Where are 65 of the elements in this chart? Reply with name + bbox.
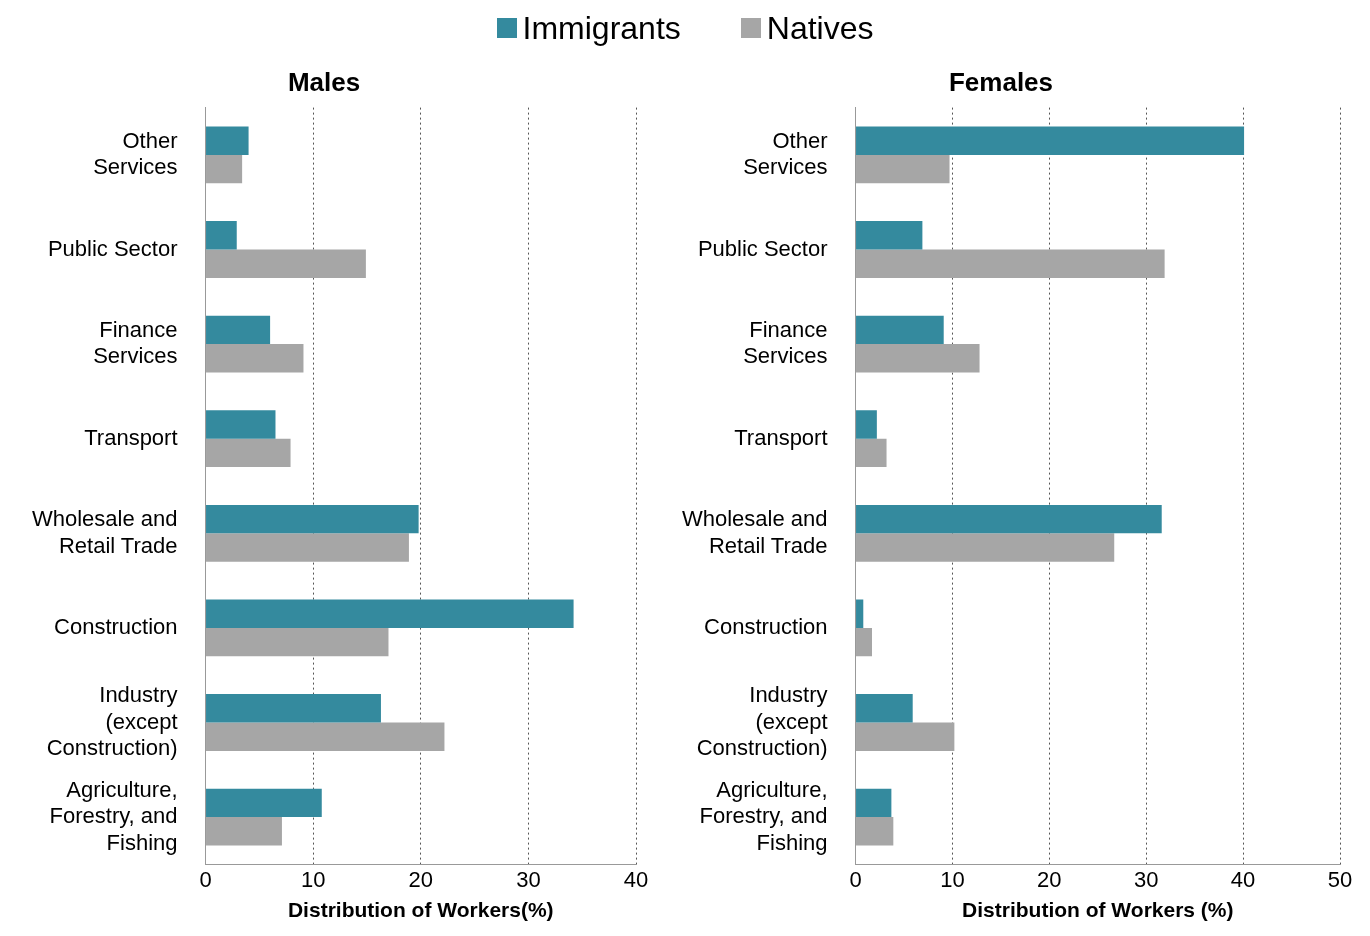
bar [206,599,574,628]
bar [856,249,1165,278]
bar [856,344,980,373]
y-tick-label: Public Sector [697,235,828,261]
x-tick-label: 30 [516,866,541,892]
y-tick-label: Wholesale and Retail Trade [31,506,178,558]
x-axis-title: Distribution of Workers (%) [962,898,1234,922]
y-tick-label: Transport [84,424,178,450]
y-tick-label: Agriculture, Forestry, and Fishing [49,776,178,855]
bar [206,154,243,184]
bar [856,817,894,846]
y-tick-label: Agriculture, Forestry, and Fishing [699,776,828,855]
y-tick-label: Transport [734,424,828,450]
bar [206,410,276,439]
legend-label: Immigrants [522,9,681,47]
bar [206,817,282,846]
bar [206,694,381,723]
chart-title: Females [948,67,1054,98]
legend-label: Natives [766,9,874,47]
bar [856,221,923,250]
x-tick-label: 20 [408,866,434,892]
bar [206,533,409,562]
bar [856,599,864,628]
y-tick-label: Public Sector [47,235,178,261]
bar [856,154,950,184]
bar [856,722,955,751]
y-tick-label: Finance Services [93,316,178,369]
bar [856,126,1245,155]
bar [856,627,873,657]
bar [206,438,291,468]
bar [856,410,877,439]
x-tick-label: 20 [1037,866,1062,892]
x-tick-label: 0 [849,866,862,892]
y-tick-label: Industry (except Construction) [696,682,828,760]
bar [206,627,389,657]
y-tick-label: Finance Services [743,316,828,369]
bar [206,722,445,751]
bar [206,221,237,250]
chart-title: Males [287,67,361,98]
bar [856,315,944,345]
bar [206,788,322,818]
bar [206,504,419,534]
bar [206,344,304,373]
y-tick-label: Other Services [743,127,828,180]
x-tick-label: 40 [1230,866,1256,892]
x-tick-label: 0 [199,866,212,892]
x-tick-label: 10 [940,866,965,892]
bar [206,126,249,155]
bar [856,504,1162,534]
y-tick-label: Construction [704,613,828,639]
bar [856,438,887,468]
bar [206,249,366,278]
x-axis-title: Distribution of Workers(%) [287,898,554,922]
y-tick-label: Construction [54,613,178,639]
bar [856,788,892,818]
bar [856,533,1115,562]
x-tick-label: 10 [300,866,326,892]
y-tick-label: Industry (except Construction) [46,682,178,760]
x-tick-label: 40 [623,866,649,892]
bar [856,694,913,723]
y-tick-label: Wholesale and Retail Trade [681,506,828,558]
x-tick-label: 30 [1133,866,1159,892]
bar [206,315,271,345]
y-tick-label: Other Services [93,127,178,180]
x-tick-label: 50 [1327,866,1353,892]
